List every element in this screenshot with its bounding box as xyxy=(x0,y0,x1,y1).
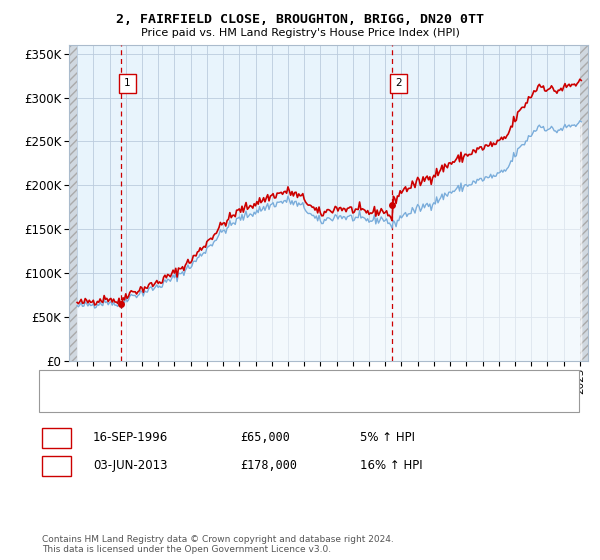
Text: 2: 2 xyxy=(53,461,60,471)
Text: 2, FAIRFIELD CLOSE, BROUGHTON, BRIGG, DN20 0TT: 2, FAIRFIELD CLOSE, BROUGHTON, BRIGG, DN… xyxy=(116,13,484,26)
Text: 2: 2 xyxy=(395,78,402,88)
Bar xyxy=(119,74,136,93)
Bar xyxy=(391,74,407,93)
Text: 5% ↑ HPI: 5% ↑ HPI xyxy=(360,431,415,445)
Text: 16% ↑ HPI: 16% ↑ HPI xyxy=(360,459,422,473)
Bar xyxy=(580,45,588,361)
Text: 2, FAIRFIELD CLOSE, BROUGHTON, BRIGG, DN20 0TT (detached house): 2, FAIRFIELD CLOSE, BROUGHTON, BRIGG, DN… xyxy=(96,377,465,388)
Text: 16-SEP-1996: 16-SEP-1996 xyxy=(93,431,168,445)
Text: 1: 1 xyxy=(124,78,131,88)
Text: £65,000: £65,000 xyxy=(240,431,290,445)
Text: £178,000: £178,000 xyxy=(240,459,297,473)
Text: 03-JUN-2013: 03-JUN-2013 xyxy=(93,459,167,473)
Text: HPI: Average price, detached house, North Lincolnshire: HPI: Average price, detached house, Nort… xyxy=(96,393,384,403)
Bar xyxy=(69,45,77,361)
Text: Contains HM Land Registry data © Crown copyright and database right 2024.
This d: Contains HM Land Registry data © Crown c… xyxy=(42,535,394,554)
Text: 1: 1 xyxy=(53,433,60,443)
Text: Price paid vs. HM Land Registry's House Price Index (HPI): Price paid vs. HM Land Registry's House … xyxy=(140,28,460,38)
